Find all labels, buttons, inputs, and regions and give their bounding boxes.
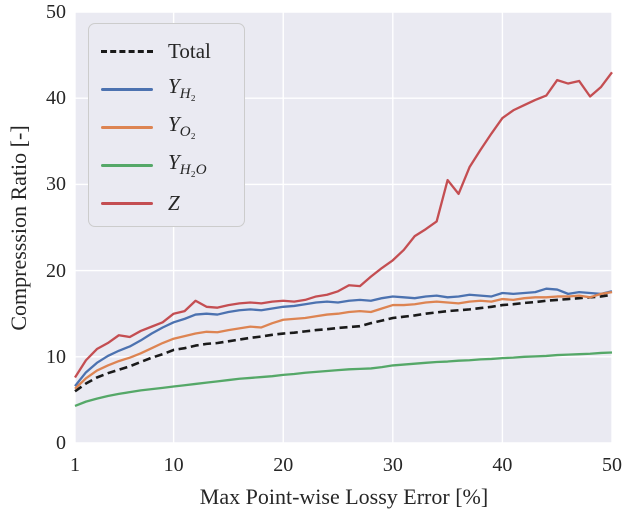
legend-item-total: Total — [101, 32, 244, 70]
series-line-Z — [74, 71, 613, 379]
legend-label-Y_O2: YO₂ — [168, 112, 196, 141]
legend-line-sample — [101, 163, 153, 167]
x-tick-label: 40 — [492, 454, 513, 476]
series-line-Y_H2O — [74, 351, 613, 408]
x-axis-label: Max Point-wise Lossy Error [%] — [199, 484, 489, 509]
legend-label-Z: Z — [168, 190, 180, 215]
x-tick-label: 50 — [602, 454, 622, 476]
x-tick-label: 10 — [163, 454, 184, 476]
series-line-total — [74, 293, 613, 393]
y-tick-label: 50 — [46, 1, 66, 23]
series-line-Y_H2 — [74, 287, 613, 387]
x-tick-label: 20 — [273, 454, 294, 476]
y-tick-label: 40 — [46, 87, 66, 110]
legend-line-sample — [101, 201, 153, 205]
x-tick-label: 30 — [382, 454, 403, 476]
y-tick-label: 0 — [56, 432, 66, 454]
legend-item-Z: Z — [101, 184, 244, 222]
legend-line-sample — [101, 87, 153, 91]
legend-label-Y_H2O: YH₂O — [168, 150, 207, 179]
legend-item-Y_H2O: YH₂O — [101, 146, 244, 184]
series-line-Y_O2 — [74, 291, 613, 390]
y-tick-label: 20 — [46, 259, 66, 282]
y-tick-label: 30 — [46, 173, 66, 196]
y-tick-label: 10 — [46, 345, 66, 368]
legend-item-Y_H2: YH₂ — [101, 70, 244, 108]
legend-line-sample — [101, 125, 153, 129]
y-axis-label: Compresssion Ratio [-] — [6, 125, 31, 331]
x-tick-label: 1 — [70, 454, 80, 476]
legend-dashed-line-sample — [101, 49, 153, 53]
legend-item-Y_O2: YO₂ — [101, 108, 244, 146]
legend-label-total: Total — [168, 38, 211, 63]
legend: Total YH₂ YO₂ YH₂O Z — [88, 23, 245, 227]
legend-label-Y_H2: YH₂ — [168, 74, 196, 103]
